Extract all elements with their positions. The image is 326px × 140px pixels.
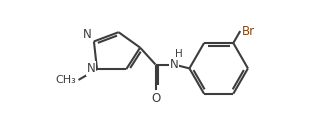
Text: N: N bbox=[170, 58, 178, 71]
Text: H: H bbox=[175, 49, 183, 59]
Text: N: N bbox=[83, 28, 92, 41]
Text: Br: Br bbox=[242, 24, 255, 38]
Text: O: O bbox=[152, 92, 161, 105]
Text: CH₃: CH₃ bbox=[55, 75, 76, 85]
Text: N: N bbox=[87, 62, 96, 75]
